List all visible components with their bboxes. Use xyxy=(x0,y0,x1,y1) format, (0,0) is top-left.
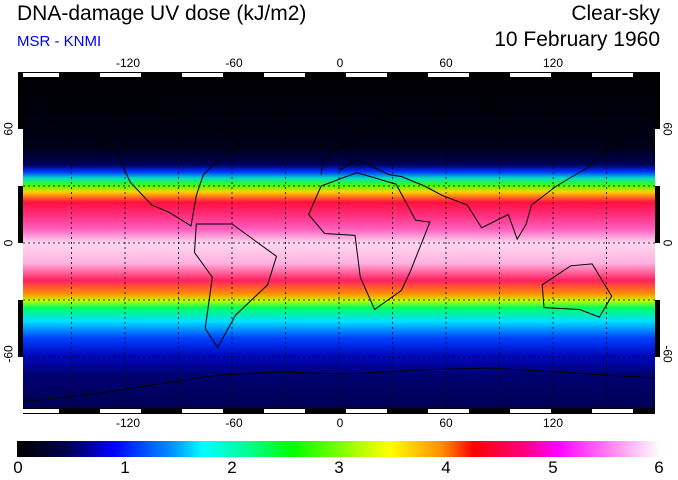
lon-label-bottom: 120 xyxy=(542,416,564,430)
coastline-north-america xyxy=(44,109,242,227)
lon-label-bottom: 0 xyxy=(336,416,344,430)
coastline-south-america xyxy=(193,223,278,349)
lon-label-bottom: -60 xyxy=(225,416,243,430)
colorbar-label: 2 xyxy=(227,458,237,477)
lon-label-top: 0 xyxy=(336,56,344,70)
lon-label-top: 60 xyxy=(439,56,453,70)
lat-label-right: 60 xyxy=(660,122,675,136)
coastline-antarctica xyxy=(18,367,660,403)
source-label: MSR - KNMI xyxy=(17,33,102,50)
date-label: 10 February 1960 xyxy=(494,28,660,51)
lon-label-top: 120 xyxy=(542,56,564,70)
colorbar-label: 6 xyxy=(654,458,664,477)
colorbar-label: 3 xyxy=(334,458,344,477)
lat-tick-bar-left xyxy=(18,72,23,414)
lat-label-right: -60 xyxy=(660,345,675,363)
colorbar xyxy=(17,441,660,457)
map-overlay xyxy=(18,72,660,414)
graticule xyxy=(18,72,660,414)
lon-label-bottom: -120 xyxy=(115,416,141,430)
coastline-eurasia xyxy=(320,103,660,241)
uv-dose-map xyxy=(18,72,660,414)
lon-label-bottom: 60 xyxy=(439,416,453,430)
lat-label-left: 60 xyxy=(1,122,16,136)
colorbar-label: 1 xyxy=(120,458,130,477)
lat-label-right: 0 xyxy=(660,239,675,247)
colorbar-label: 4 xyxy=(441,458,451,477)
sky-condition-label: Clear-sky xyxy=(571,2,660,25)
coastline-australia xyxy=(541,263,613,318)
coastline-africa xyxy=(308,172,431,311)
lon-label-top: -60 xyxy=(225,56,243,70)
colorbar-label: 5 xyxy=(548,458,558,477)
map-title: DNA-damage UV dose (kJ/m2) xyxy=(17,2,307,25)
colorbar-label: 0 xyxy=(13,458,23,477)
lat-tick-bar-right xyxy=(655,72,660,414)
lon-tick-bar-top xyxy=(18,72,660,78)
lon-tick-bar-bottom xyxy=(18,408,660,414)
lon-label-top: -120 xyxy=(115,56,141,70)
lat-label-left: -60 xyxy=(1,345,16,363)
lat-label-left: 0 xyxy=(1,239,16,247)
